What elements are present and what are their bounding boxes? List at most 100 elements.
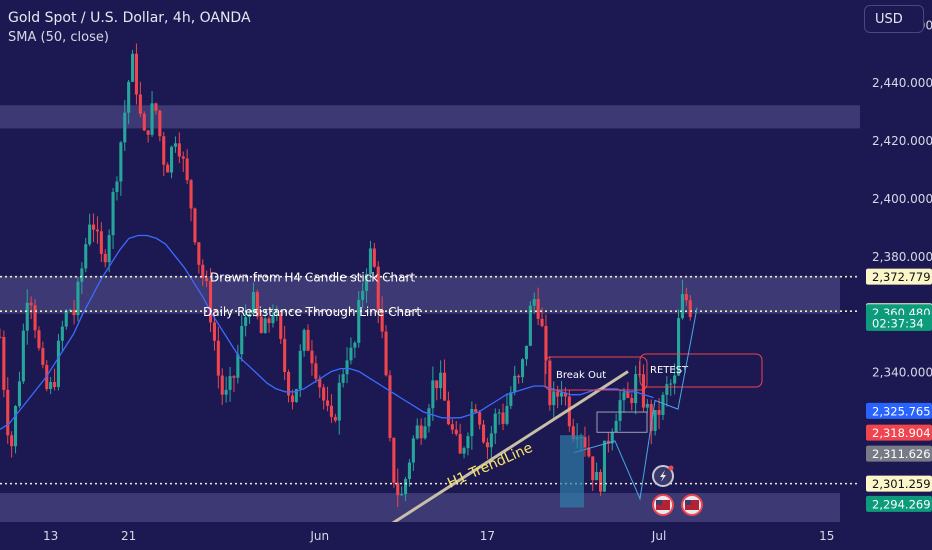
candle-body bbox=[396, 482, 400, 496]
candle bbox=[287, 369, 291, 403]
candle-body bbox=[680, 294, 684, 319]
projection-path[interactable] bbox=[573, 307, 698, 501]
time-axis-panel[interactable] bbox=[0, 522, 860, 550]
candle-body bbox=[684, 294, 688, 301]
candle-body bbox=[365, 273, 369, 291]
candle-body bbox=[419, 425, 423, 439]
candle bbox=[251, 282, 255, 317]
position-box[interactable] bbox=[560, 435, 584, 508]
candle bbox=[146, 130, 150, 143]
candle-body bbox=[287, 372, 291, 396]
candle bbox=[17, 371, 21, 409]
candle bbox=[283, 325, 287, 381]
candle-body bbox=[645, 404, 649, 408]
lightning-icon[interactable] bbox=[652, 465, 674, 487]
candle-body bbox=[653, 410, 657, 431]
candle-body bbox=[411, 438, 415, 463]
h1-trendline[interactable] bbox=[389, 370, 629, 527]
currency-button[interactable]: USD bbox=[864, 5, 924, 33]
candle-body bbox=[630, 398, 634, 404]
candle bbox=[478, 410, 482, 430]
candle-body bbox=[10, 435, 14, 447]
candle-body bbox=[595, 471, 599, 481]
candle-body bbox=[540, 318, 544, 327]
candle bbox=[220, 368, 224, 405]
candle-body bbox=[146, 130, 150, 135]
candle-body bbox=[14, 406, 18, 447]
candle-body bbox=[349, 347, 353, 361]
candle bbox=[88, 213, 92, 247]
candle bbox=[193, 207, 197, 246]
candle-body bbox=[388, 375, 392, 438]
candle-body bbox=[251, 292, 255, 315]
candle-body bbox=[271, 315, 275, 324]
candle bbox=[92, 213, 96, 243]
candle-body bbox=[450, 424, 454, 430]
indicator-legend[interactable]: SMA (50, close) bbox=[8, 30, 109, 45]
sma-line[interactable] bbox=[0, 234, 654, 430]
candle-body bbox=[493, 413, 497, 434]
price-label: 2,318.904 bbox=[872, 426, 931, 440]
candle-body bbox=[158, 110, 162, 137]
candle-body bbox=[532, 299, 536, 306]
candle-body bbox=[443, 372, 447, 401]
candle bbox=[528, 301, 532, 347]
candle bbox=[162, 131, 166, 177]
x-tick-label: 15 bbox=[819, 529, 834, 543]
candle-body bbox=[181, 156, 185, 159]
candle-body bbox=[201, 264, 205, 279]
candle bbox=[489, 425, 493, 461]
candle-body bbox=[103, 253, 107, 263]
candle-body bbox=[170, 146, 174, 173]
annotation-daily-resistance: Daily Resistance Through Line Chart bbox=[203, 305, 421, 319]
candle bbox=[517, 374, 521, 384]
candle bbox=[407, 459, 411, 487]
candle-body bbox=[37, 330, 41, 349]
candle bbox=[365, 268, 369, 303]
candle-body bbox=[485, 442, 489, 448]
y-tick-label: 2,440.000 bbox=[872, 76, 932, 90]
candle-body bbox=[571, 426, 575, 440]
candle-body bbox=[552, 391, 556, 406]
price-label-box bbox=[866, 424, 932, 441]
candle bbox=[462, 446, 466, 459]
candle bbox=[337, 374, 341, 435]
retest-zone[interactable] bbox=[596, 411, 648, 433]
us-flag-icon[interactable] bbox=[681, 494, 703, 516]
candle bbox=[72, 299, 76, 325]
candle bbox=[415, 418, 419, 440]
candle-body bbox=[322, 387, 326, 401]
resistance-zone[interactable] bbox=[0, 493, 840, 522]
resistance-zone[interactable] bbox=[0, 276, 840, 314]
candle-body bbox=[99, 231, 103, 254]
candle-body bbox=[298, 350, 302, 390]
candle-body bbox=[501, 412, 505, 424]
candle-body bbox=[314, 363, 318, 379]
candle-body bbox=[111, 192, 115, 236]
candle bbox=[240, 314, 244, 362]
candle-body bbox=[33, 305, 37, 331]
x-tick-label: 13 bbox=[43, 529, 58, 543]
candle-body bbox=[509, 392, 513, 406]
candle-body bbox=[505, 405, 509, 424]
candle-body bbox=[248, 314, 252, 318]
retest-box[interactable] bbox=[639, 353, 763, 388]
candle bbox=[6, 377, 10, 444]
breakout-box[interactable] bbox=[544, 356, 648, 391]
candle bbox=[302, 328, 306, 357]
candle bbox=[599, 469, 603, 496]
candle-body bbox=[76, 281, 80, 316]
candle-body bbox=[240, 325, 244, 355]
candle bbox=[673, 363, 677, 395]
candle-body bbox=[610, 431, 614, 444]
candle bbox=[618, 389, 622, 431]
us-flag-icon[interactable] bbox=[652, 494, 674, 516]
candle-body bbox=[29, 302, 33, 306]
candle bbox=[544, 314, 548, 375]
candle-body bbox=[236, 354, 240, 378]
resistance-zone[interactable] bbox=[0, 105, 863, 129]
candle bbox=[41, 341, 45, 369]
candle bbox=[622, 387, 626, 413]
